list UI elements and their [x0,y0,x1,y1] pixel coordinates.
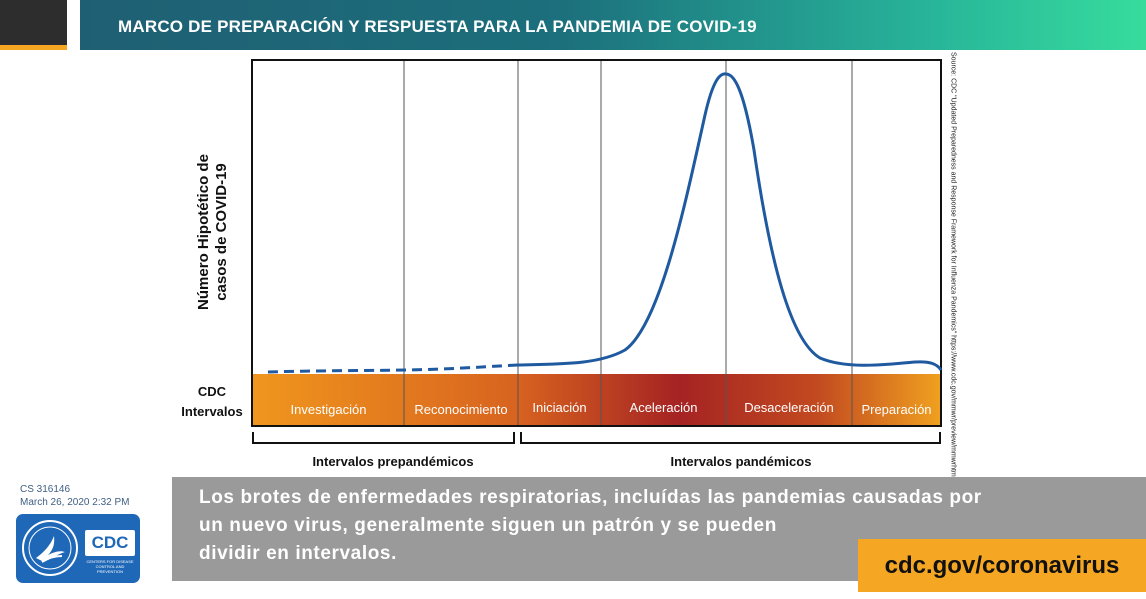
url-banner [858,539,1146,592]
cdc-logo-subtext: CENTERS FOR DISEASE CONTROL AND PREVENTI… [86,559,134,574]
cdc-intervals-label-line1: CDC [197,384,227,399]
cdc-logo: CDC CENTERS FOR DISEASE CONTROL AND PREV… [85,528,135,574]
phase-reconocimiento: Reconocimiento [414,402,508,417]
period-pandemic-label: Intervalos pandémicos [670,454,812,469]
period-prepandemic-label: Intervalos prepandémicos [312,454,474,469]
cdc-intervals-label-line2: Intervalos [181,404,243,419]
message-line1: Los brotes de enfermedades respiratorias… [199,487,982,508]
curve-pandemic-solid [517,72,943,371]
logo-panel: CDC CENTERS FOR DISEASE CONTROL AND PREV… [16,514,140,583]
message-line2: un nuevo virus, generalmente siguen un p… [199,515,777,536]
cdc-interval-band [253,374,940,425]
website-url[interactable]: cdc.gov/coronavirus [884,552,1120,579]
bracket-prepandemic [252,432,515,444]
message-text: Los brotes de enfermedades respiratorias… [199,484,1099,568]
phase-investigacion: Investigación [290,402,367,417]
bracket-pandemic [520,432,941,444]
source-note: Source: CDC "Updated Preparedness and Re… [949,52,957,522]
cdc-logo-text: CDC [85,530,135,556]
curve-prepandemic-dashed [267,363,519,374]
phase-iniciacion: Iniciación [532,400,587,415]
page-title: MARCO DE PREPARACIÓN Y RESPUESTA PARA LA… [118,17,757,36]
phase-preparacion: Preparación [861,402,932,417]
document-date: March 26, 2020 2:32 PM [20,497,130,508]
header-accent-block [0,0,67,50]
phase-aceleracion: Aceleración [629,400,698,415]
message-line3: dividir en intervalos. [199,543,397,564]
hhs-seal-icon [22,520,78,576]
phase-desaceleracion: Desaceleración [744,400,834,415]
hhs-eagle-icon [28,526,72,570]
cdc-intervals-label: CDC Intervalos [172,382,252,422]
document-id: CS 316146 [20,484,71,495]
diagram-frame [251,59,942,427]
header-bar [80,0,1146,50]
